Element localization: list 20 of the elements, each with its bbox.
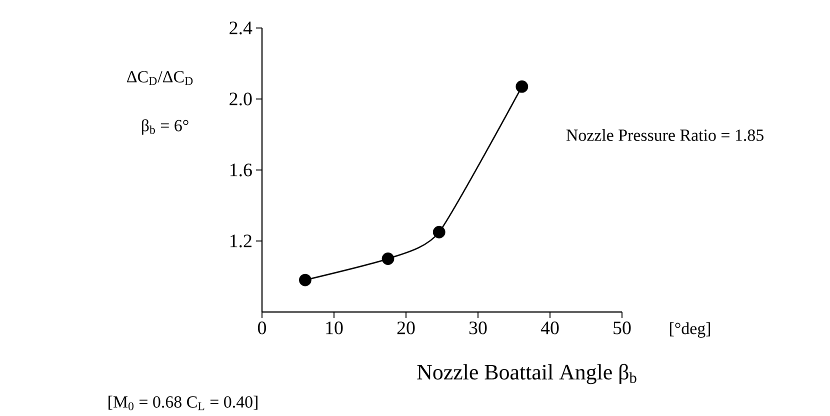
y-tick-label: 2.0	[230, 92, 252, 106]
x-tick-label: 10	[326, 322, 343, 334]
point	[432, 226, 446, 238]
text: [°deg]	[670, 322, 710, 338]
x-tick-label: 30	[469, 322, 487, 334]
x-tick-label: 50	[614, 322, 631, 334]
x-tick-label: 0	[258, 322, 266, 334]
text: β$_{b}$ = 6°	[142, 119, 188, 135]
point	[299, 274, 312, 286]
y-tick-label: 1.2	[230, 234, 252, 248]
text: [M$_{0}$ = 0.68 C$_{L}$ = 0.40]	[108, 396, 258, 410]
annotation: Nozzle Pressure Ratio = 1.85	[566, 129, 764, 141]
x-axis-title: Nozzle Boattail Angle β$_{b}$	[417, 364, 636, 384]
x-tick-label: 40	[540, 322, 559, 334]
y-axis-title: ΔC$_{D}$/ΔC$_{D}$	[127, 71, 193, 85]
y-tick-label: 2.4	[230, 22, 252, 34]
y-tick-label: 1.6	[230, 164, 252, 176]
point	[382, 252, 394, 265]
point	[516, 80, 528, 93]
x-tick-label: 20	[397, 322, 415, 334]
